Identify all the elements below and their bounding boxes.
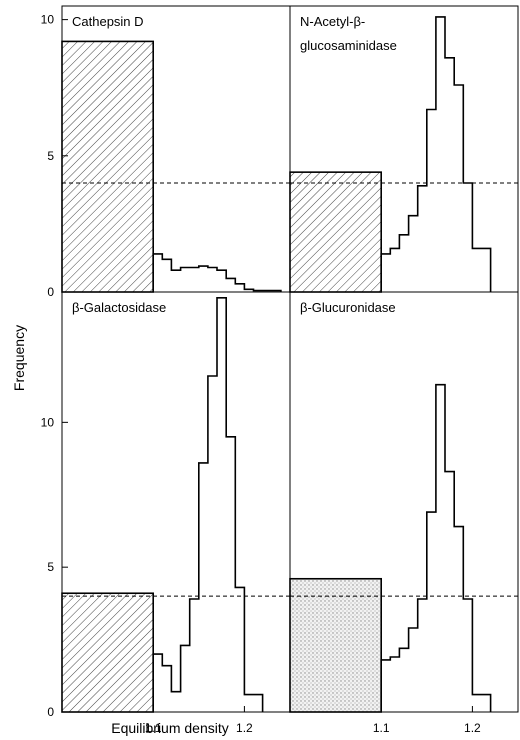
panel-3: β-Galactosidase 0 5 10 1.1 1.2 bbox=[41, 291, 291, 735]
bar-first-fraction bbox=[61, 592, 154, 713]
y-tick-label: 0 bbox=[47, 705, 54, 719]
panel-title-line: Cathepsin D bbox=[72, 14, 144, 29]
panel-title-line: β-Galactosidase bbox=[72, 300, 166, 315]
bar-first-fraction bbox=[61, 40, 154, 293]
bar-first-fraction bbox=[289, 171, 382, 293]
histogram-steps bbox=[152, 253, 282, 292]
panel-title-line: N-Acetyl-β- bbox=[300, 14, 365, 29]
panel-2: N-Acetyl-β-glucosaminidase bbox=[289, 5, 519, 293]
y-tick-label: 10 bbox=[41, 13, 55, 27]
y-tick-label: 0 bbox=[47, 285, 54, 299]
y-tick-label: 5 bbox=[47, 560, 54, 574]
panels-group: Cathepsin D 0 5 10 N-Acetyl-β-glucosaminidas… bbox=[41, 5, 519, 735]
y-axis-title: Frequency bbox=[11, 325, 27, 391]
panel-1: Cathepsin D 0 5 10 bbox=[41, 5, 291, 299]
y-tick-label: 10 bbox=[41, 415, 55, 429]
histogram-steps bbox=[380, 16, 492, 292]
x-axis-title: Equilibrium density bbox=[111, 720, 229, 736]
panel-4: β-Glucuronidase 1.1 1.2 bbox=[289, 291, 519, 735]
bar-first-fraction bbox=[289, 577, 382, 713]
x-tick-label: 1.1 bbox=[373, 721, 390, 735]
histogram-steps bbox=[152, 297, 264, 712]
x-tick-label: 1.1 bbox=[145, 721, 162, 735]
y-tick-label: 5 bbox=[47, 149, 54, 163]
x-tick-label: 1.2 bbox=[464, 721, 481, 735]
panel-title-line: glucosaminidase bbox=[300, 38, 397, 53]
panel-title-line: β-Glucuronidase bbox=[300, 300, 396, 315]
panel-frame bbox=[289, 291, 519, 713]
histogram-steps bbox=[380, 383, 492, 712]
x-tick-label: 1.2 bbox=[236, 721, 253, 735]
